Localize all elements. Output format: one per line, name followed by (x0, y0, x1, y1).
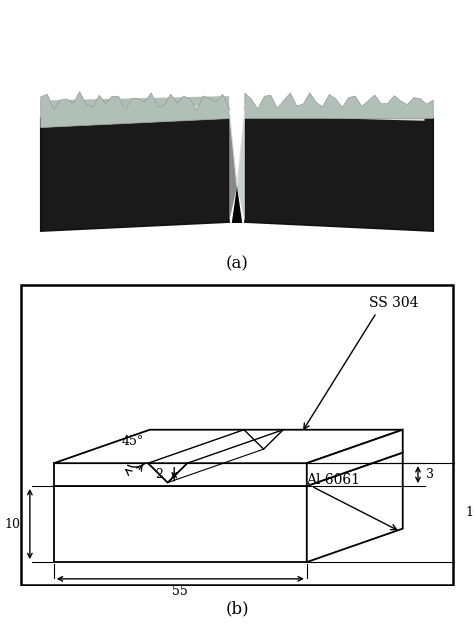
Text: 10: 10 (465, 506, 474, 519)
Text: 45°: 45° (122, 435, 144, 448)
Polygon shape (245, 93, 433, 119)
Polygon shape (259, 108, 425, 121)
Polygon shape (54, 430, 403, 463)
Text: 55: 55 (173, 585, 188, 598)
Polygon shape (54, 453, 403, 486)
Text: (b): (b) (225, 600, 249, 617)
Text: Al 6061: Al 6061 (306, 473, 360, 487)
Text: 3: 3 (426, 468, 434, 481)
FancyBboxPatch shape (21, 285, 453, 585)
Polygon shape (232, 186, 242, 223)
Polygon shape (307, 430, 403, 486)
Polygon shape (237, 110, 245, 222)
Polygon shape (307, 453, 403, 562)
Text: (a): (a) (226, 256, 248, 272)
Polygon shape (41, 92, 229, 127)
Polygon shape (41, 96, 229, 127)
Text: 2: 2 (155, 468, 164, 481)
Polygon shape (229, 110, 237, 222)
Text: SS 304: SS 304 (369, 297, 419, 311)
Text: 10: 10 (4, 517, 20, 531)
Polygon shape (45, 106, 202, 116)
Polygon shape (245, 110, 433, 231)
Polygon shape (41, 110, 229, 231)
Polygon shape (54, 463, 307, 486)
Polygon shape (54, 486, 307, 562)
